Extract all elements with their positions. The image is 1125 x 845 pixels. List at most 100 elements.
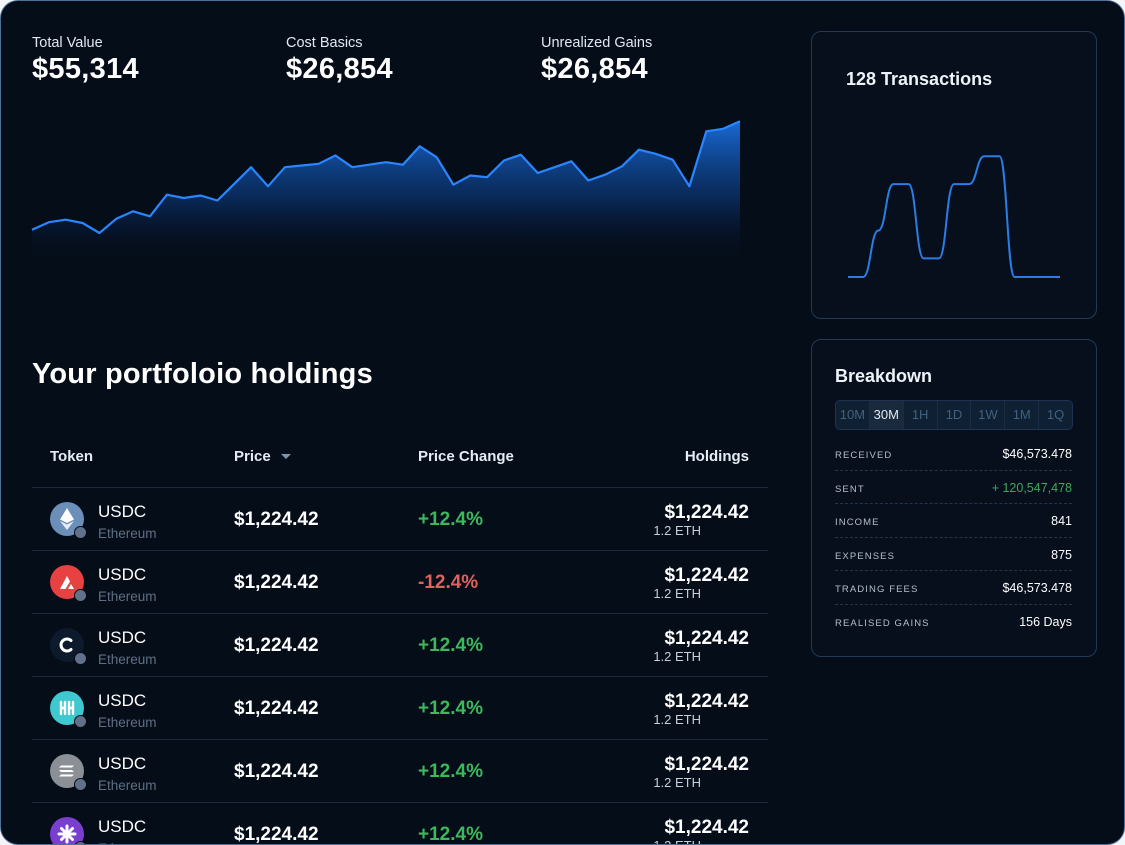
timeframe-selector: 10M 30M 1H 1D 1W 1M 1Q [835, 400, 1073, 430]
column-header-token[interactable]: Token [50, 448, 94, 465]
timeframe-1w-button[interactable]: 1W [971, 401, 1006, 429]
timeframe-1q-button[interactable]: 1Q [1046, 407, 1065, 422]
section-title: Your portfoloio holdings [32, 358, 373, 390]
stat-label: Total Value [32, 35, 103, 51]
ethereum-badge-icon [74, 715, 87, 728]
token-chain: Ethereum [98, 778, 157, 793]
breakdown-row: TRADING FEES $46,573.478 [835, 571, 1072, 605]
breakdown-row: EXPENSES 875 [835, 538, 1072, 571]
token-price: $1,224.42 [234, 824, 319, 845]
table-row[interactable]: USDCEthereum$1,224.42+12.4%$1,224.421.2 … [32, 803, 768, 845]
price-change: -12.4% [418, 572, 479, 593]
column-header-label: Price [234, 448, 271, 465]
breakdown-value: 156 Days [1019, 614, 1072, 629]
price-change: +12.4% [418, 509, 483, 530]
portfolio-line [31, 120, 741, 235]
breakdown-list: RECEIVED $46,573.478 SENT + 120,547,478 INCO… [835, 437, 1072, 637]
token-name: USDC [98, 817, 147, 836]
portfolio-value-chart [31, 120, 741, 263]
transactions-card: 128 Transactions [811, 31, 1097, 319]
token-name: USDC [98, 754, 147, 773]
price-change: +12.4% [418, 635, 483, 656]
breakdown-card: Breakdown 10M 30M 1H 1D 1W 1M 1Q RECEIVED $46,5… [811, 339, 1097, 657]
breakdown-row: INCOME 841 [835, 504, 1072, 538]
ethereum-badge-icon [74, 526, 87, 539]
solana-icon [50, 754, 87, 791]
table-header: Token Price Price Change Holdings [32, 437, 768, 488]
holding-value: $1,224.42 [664, 817, 749, 838]
breakdown-label: TRADING FEES [835, 584, 919, 595]
holding-eth: 1.2 ETH [653, 712, 701, 727]
token-name: USDC [98, 691, 147, 710]
token-chain: Ethereum [98, 715, 157, 730]
stat-label: Cost Basics [286, 35, 363, 51]
ethereum-badge-icon [74, 652, 87, 665]
ethereum-icon [50, 502, 87, 539]
table-row[interactable]: USDC Ethereum $1,224.42 -12.4% $1,224.42 1.2 … [32, 551, 768, 614]
timeframe-1d-button[interactable]: 1D [938, 401, 972, 429]
breakdown-title: Breakdown [835, 366, 933, 386]
holding-value: $1,224.42 [664, 754, 749, 775]
timeframe-1m-button[interactable]: 1M [1005, 401, 1040, 429]
holding-eth: 1.2 ETH [653, 775, 701, 790]
breakdown-row: REALISED GAINS 156 Days [835, 605, 1072, 638]
breakdown-value: 875 [1051, 547, 1072, 562]
holdings-table: Token Price Price Change Holdings USDC Et… [32, 437, 768, 845]
token-price: $1,224.42 [234, 509, 319, 530]
timeframe-30m-button[interactable]: 30M [869, 401, 904, 429]
holding-value: $1,224.42 [664, 628, 749, 649]
transactions-line [848, 155, 1060, 278]
ethereum-badge-icon [74, 589, 87, 602]
breakdown-row: RECEIVED $46,573.478 [835, 437, 1072, 471]
breakdown-value: $46,573.478 [1002, 447, 1072, 461]
stat-value: $26,854 [541, 53, 648, 85]
stat-total-value: Total Value $55,314 [32, 34, 139, 86]
ethereum-badge-icon [74, 778, 87, 791]
holding-eth: 1.2 ETH [653, 649, 701, 664]
token-name: USDC [98, 628, 147, 647]
column-header-price-change[interactable]: Price Change [418, 448, 514, 465]
stat-cost-basics: Cost Basics $26,854 [286, 34, 393, 86]
timeframe-10m-button[interactable]: 10M [836, 401, 870, 429]
token-price: $1,224.42 [234, 698, 319, 719]
asterisk-logo-icon [50, 817, 87, 844]
breakdown-label: SENT [835, 483, 865, 495]
stat-value: $55,314 [32, 53, 139, 85]
breakdown-value: $46,573.478 [1002, 581, 1072, 595]
price-change: +12.4% [418, 761, 483, 782]
harmony-icon [50, 691, 87, 728]
table-body: USDC Ethereum $1,224.42 +12.4% $1,224.42 1.2 … [32, 488, 768, 845]
holding-value: $1,224.42 [664, 502, 749, 523]
token-chain: Ethereum [98, 841, 157, 844]
breakdown-value: 841 [1051, 514, 1072, 528]
price-change: +12.4% [418, 698, 483, 719]
token-price: $1,224.42 [234, 572, 319, 593]
column-header-holdings[interactable]: Holdings [684, 448, 749, 465]
holding-value: $1,224.42 [664, 565, 749, 586]
breakdown-value: + 120,547,478 [991, 480, 1072, 495]
avalanche-icon [50, 565, 87, 602]
sort-down-icon[interactable] [280, 454, 291, 459]
timeframe-1h-button[interactable]: 1H [904, 401, 938, 429]
stat-label: Unrealized Gains [541, 35, 653, 51]
token-chain: Ethereum [98, 589, 157, 604]
price-change: +12.4% [418, 824, 483, 845]
token-price: $1,224.42 [234, 635, 319, 656]
token-chain: Ethereum [98, 526, 157, 541]
breakdown-label: INCOME [835, 517, 880, 528]
token-price: $1,224.42 [234, 761, 319, 782]
breakdown-row: SENT + 120,547,478 [835, 471, 1072, 504]
holding-value: $1,224.42 [664, 691, 749, 712]
column-header-price[interactable]: Price [234, 448, 291, 465]
breakdown-label: RECEIVED [835, 450, 893, 461]
transactions-chart [848, 155, 1060, 278]
c-logo-icon [50, 628, 87, 665]
token-chain: Ethereum [98, 652, 157, 667]
portfolio-area-fill [32, 121, 740, 263]
breakdown-label: REALISED GAINS [835, 617, 930, 629]
